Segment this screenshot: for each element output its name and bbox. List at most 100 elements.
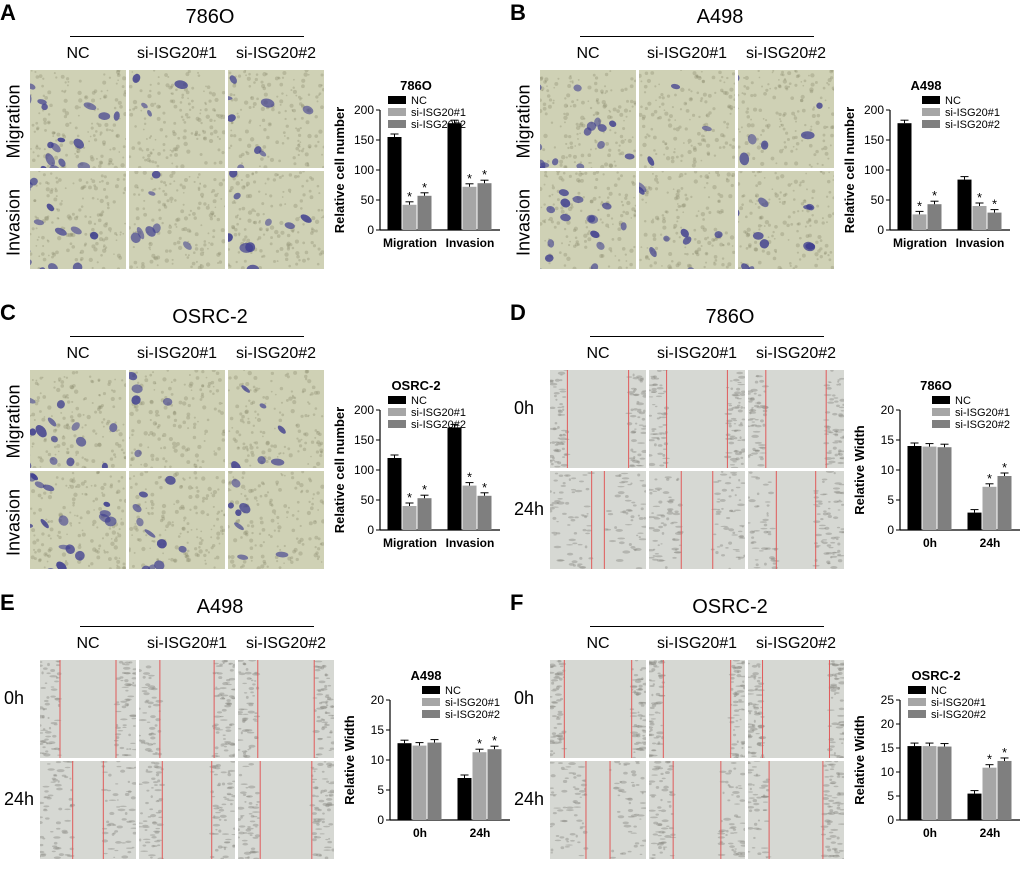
stained-cell-image [228, 171, 324, 269]
significance-star: * [467, 470, 472, 485]
row-label: 0h [4, 688, 24, 709]
x-tick-label: 0h [923, 826, 937, 840]
y-axis-label: Relative Width [342, 715, 357, 805]
column-label: si-ISG20#1 [639, 45, 735, 63]
bar [998, 761, 1012, 820]
legend-label: NC [931, 685, 947, 697]
y-axis-label: Relative Width [852, 425, 867, 515]
panel-letter: E [0, 590, 15, 616]
row-label: 24h [514, 499, 544, 520]
significance-star: * [407, 189, 412, 204]
bar [473, 752, 487, 820]
legend-label: si-ISG20#2 [411, 419, 466, 431]
y-tick-label: 10 [371, 753, 385, 767]
significance-star: * [477, 736, 482, 751]
legend-label: si-ISG20#1 [411, 107, 466, 119]
row-label: Migration [4, 72, 25, 172]
significance-star: * [482, 480, 487, 495]
column-label: si-ISG20#2 [748, 345, 844, 363]
panel-letter: C [0, 300, 16, 326]
bar [418, 196, 432, 230]
y-tick-label: 5 [887, 493, 894, 507]
bar [983, 768, 997, 820]
bar [478, 183, 492, 230]
scratch-image [40, 761, 136, 859]
title-rule [590, 336, 824, 337]
significance-star: * [407, 490, 412, 505]
y-tick-label: 0 [887, 523, 894, 537]
bar [403, 506, 417, 530]
y-axis-label: Relative cell number [332, 107, 347, 233]
legend-swatch [922, 120, 940, 128]
chart-title: 786O [400, 78, 432, 93]
scratch-image [649, 370, 745, 468]
row-label: 24h [4, 789, 34, 810]
title-rule [70, 336, 304, 337]
legend-swatch [932, 420, 950, 428]
bar [478, 496, 492, 530]
x-tick-label: Invasion [956, 236, 1005, 250]
bar [968, 513, 982, 530]
legend-swatch [932, 396, 950, 404]
panel-letter: B [510, 0, 526, 26]
column-label: si-ISG20#2 [228, 45, 324, 63]
column-label: NC [30, 345, 126, 363]
bar [458, 778, 472, 820]
significance-star: * [977, 190, 982, 205]
legend-label: NC [445, 685, 461, 697]
chart-title: OSRC-2 [911, 668, 960, 683]
legend-swatch [388, 408, 406, 416]
x-tick-label: Invasion [446, 236, 495, 250]
cell-line-title: OSRC-2 [110, 306, 310, 329]
y-tick-label: 15 [881, 741, 895, 755]
cell-line-title: 786O [630, 306, 830, 329]
legend-swatch [922, 108, 940, 116]
cell-line-title: OSRC-2 [630, 596, 830, 619]
stained-cell-image [540, 70, 636, 168]
column-label: si-ISG20#2 [228, 345, 324, 363]
scratch-image [238, 761, 334, 859]
y-tick-label: 0 [377, 813, 384, 827]
scratch-image [139, 761, 235, 859]
bar [463, 486, 477, 530]
legend-swatch [388, 396, 406, 404]
stained-cell-image [738, 171, 834, 269]
stained-cell-image [228, 471, 324, 569]
scratch-image [550, 370, 646, 468]
scratch-image [748, 761, 844, 859]
row-label: Migration [4, 372, 25, 472]
legend-label: NC [945, 95, 961, 107]
y-tick-label: 10 [881, 463, 895, 477]
column-label: NC [550, 635, 646, 653]
legend-swatch [932, 408, 950, 416]
y-tick-label: 150 [354, 433, 374, 447]
column-label: si-ISG20#2 [238, 635, 334, 653]
y-tick-label: 50 [871, 193, 885, 207]
stained-cell-image [738, 70, 834, 168]
scratch-image [748, 660, 844, 758]
legend-label: NC [411, 395, 427, 407]
legend-label: si-ISG20#2 [445, 709, 500, 721]
column-label: si-ISG20#1 [129, 345, 225, 363]
bar [998, 476, 1012, 530]
stained-cell-image [639, 70, 735, 168]
legend-swatch [908, 710, 926, 718]
x-tick-label: 24h [980, 826, 1001, 840]
bar [983, 487, 997, 530]
bar [428, 743, 442, 820]
column-label: si-ISG20#1 [129, 45, 225, 63]
significance-star: * [1002, 460, 1007, 475]
bar [908, 746, 922, 820]
y-tick-label: 10 [881, 765, 895, 779]
scratch-image [550, 761, 646, 859]
legend-swatch [422, 698, 440, 706]
y-tick-label: 5 [887, 789, 894, 803]
column-label: si-ISG20#1 [649, 635, 745, 653]
bar [958, 180, 972, 230]
